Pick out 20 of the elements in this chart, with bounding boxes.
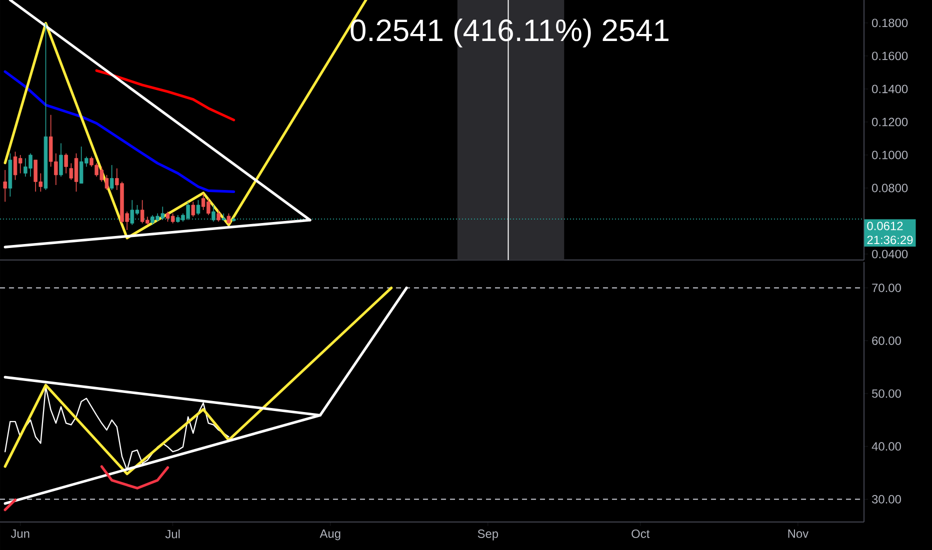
x-tick-label: Aug	[320, 530, 340, 540]
y-tick-label: 30.00	[872, 495, 901, 504]
y-tick-label: 40.00	[872, 442, 901, 451]
y-tick-label: 0.1200	[872, 118, 908, 126]
x-tick-label: Nov	[788, 530, 809, 538]
x-tick-label: Oct	[632, 530, 650, 538]
x-tick-label: Jun	[10, 530, 30, 538]
y-tick-label: 0.1000	[872, 150, 908, 160]
y-tick-label: 0.0800	[872, 184, 908, 192]
x-tick-label: Jul	[165, 530, 180, 538]
y-tick-label: 60.00	[872, 336, 901, 345]
y-tick-label: 70.00	[872, 284, 901, 292]
x-tick-label: Sep	[478, 530, 498, 540]
text: 21:36:29	[867, 236, 913, 244]
y-tick-label: 50.00	[872, 389, 901, 398]
y-tick-label: 0.0400	[872, 250, 908, 258]
y-tick-label: 0.1800	[872, 18, 908, 28]
ref-line-label: 0.0612	[867, 222, 903, 230]
y-tick-label: 0.1600	[872, 52, 908, 60]
y-tick-label: 0.1400	[872, 84, 908, 94]
